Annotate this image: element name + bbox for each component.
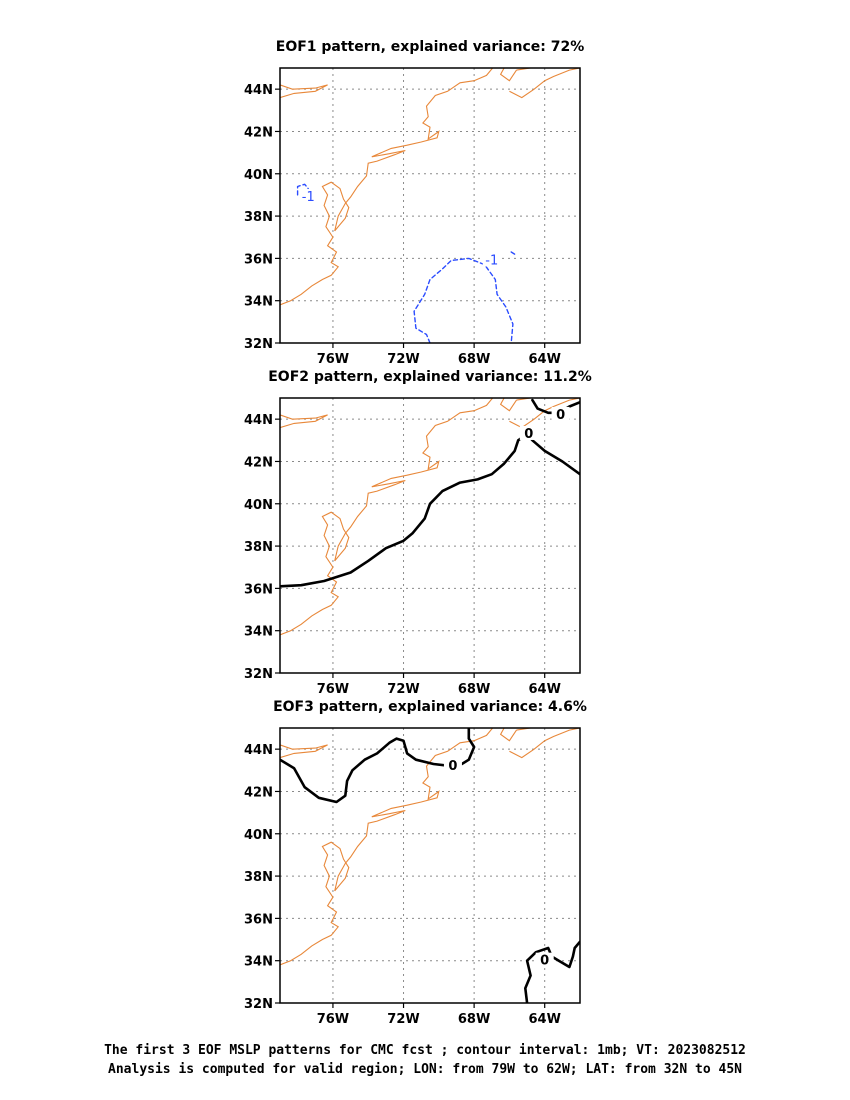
contour-line-neg-3 bbox=[510, 251, 516, 255]
contour-line-zero-1 bbox=[280, 728, 476, 804]
eof2-gridlines bbox=[280, 398, 580, 673]
contour-line-neg-2 bbox=[413, 257, 514, 343]
eof3-title: EOF3 pattern, explained variance: 4.6% bbox=[273, 699, 587, 715]
lat-tick-label: 36N bbox=[244, 582, 273, 597]
lat-tick-label: 32N bbox=[244, 667, 273, 682]
eof3-frame bbox=[279, 727, 581, 1004]
coastline-2 bbox=[280, 398, 494, 636]
lon-tick-label: 64W bbox=[528, 352, 560, 367]
coastline-3 bbox=[499, 398, 517, 412]
eof1-coastlines bbox=[280, 68, 580, 306]
eof1-frame bbox=[279, 67, 581, 344]
coastline-1 bbox=[280, 414, 328, 429]
coastline-2 bbox=[280, 728, 494, 966]
contour-label-2: 0 bbox=[556, 408, 565, 423]
contour-label-1: 0 bbox=[448, 759, 457, 774]
lat-tick-label: 40N bbox=[244, 498, 273, 513]
contour-line-neg-1 bbox=[296, 183, 309, 196]
contour-label-bg bbox=[535, 952, 554, 967]
lon-tick-label: 76W bbox=[317, 352, 349, 367]
contour-label-bg bbox=[551, 406, 570, 421]
eof3-coastlines bbox=[280, 728, 580, 966]
eof3-contours bbox=[280, 728, 580, 1003]
coastline-2 bbox=[280, 68, 494, 306]
eof1-gridlines bbox=[280, 68, 580, 343]
lat-tick-label: 32N bbox=[244, 997, 273, 1012]
figure-caption-line-1: The first 3 EOF MSLP patterns for CMC fc… bbox=[104, 1043, 746, 1058]
lat-tick-label: 40N bbox=[244, 168, 273, 183]
coastline-3 bbox=[499, 68, 517, 82]
contour-label-bg bbox=[299, 189, 318, 204]
lat-tick-label: 42N bbox=[244, 785, 273, 800]
lat-tick-label: 38N bbox=[244, 540, 273, 555]
coastline-1 bbox=[280, 744, 328, 759]
lon-tick-label: 64W bbox=[528, 1012, 560, 1027]
eof2-title: EOF2 pattern, explained variance: 11.2% bbox=[268, 369, 592, 385]
lat-tick-label: 44N bbox=[244, 83, 273, 98]
figure-caption-line-2: Analysis is computed for valid region; L… bbox=[108, 1062, 742, 1077]
lat-tick-label: 34N bbox=[244, 955, 273, 970]
contour-line-zero-2 bbox=[524, 940, 580, 1003]
lat-tick-label: 42N bbox=[244, 455, 273, 470]
lat-tick-label: 42N bbox=[244, 125, 273, 140]
coastline-5 bbox=[509, 68, 580, 99]
lat-tick-label: 40N bbox=[244, 828, 273, 843]
eof-figure: EOF1 pattern, explained variance: 72% -1 -… bbox=[244, 39, 592, 1027]
contour-label-1: -1 bbox=[302, 190, 315, 205]
coastline-5 bbox=[509, 728, 580, 759]
lat-tick-label: 34N bbox=[244, 625, 273, 640]
eof3-panel: EOF3 pattern, explained variance: 4.6% 0 0… bbox=[244, 699, 587, 1027]
eof2-panel: EOF2 pattern, explained variance: 11.2% 0… bbox=[244, 369, 592, 697]
lat-tick-label: 32N bbox=[244, 337, 273, 352]
eof1-title: EOF1 pattern, explained variance: 72% bbox=[276, 39, 584, 55]
eof2-frame bbox=[279, 397, 581, 674]
contour-label-2: 0 bbox=[540, 954, 549, 969]
contour-label-bg bbox=[443, 758, 462, 773]
lat-tick-label: 38N bbox=[244, 870, 273, 885]
lon-tick-label: 72W bbox=[387, 1012, 419, 1027]
lon-tick-label: 68W bbox=[458, 1012, 490, 1027]
coastline-1 bbox=[280, 84, 328, 99]
lat-tick-label: 36N bbox=[244, 252, 273, 267]
contour-label-2: -1 bbox=[485, 254, 498, 269]
contour-label-1: 0 bbox=[524, 427, 533, 442]
lon-tick-label: 72W bbox=[387, 682, 419, 697]
contour-label-bg bbox=[482, 252, 501, 267]
lat-tick-label: 36N bbox=[244, 912, 273, 927]
lon-tick-label: 72W bbox=[387, 352, 419, 367]
lat-tick-label: 44N bbox=[244, 743, 273, 758]
lon-tick-label: 76W bbox=[317, 682, 349, 697]
eof1-panel: EOF1 pattern, explained variance: 72% -1 -… bbox=[244, 39, 584, 367]
lon-tick-label: 64W bbox=[528, 682, 560, 697]
contour-label-bg bbox=[519, 425, 538, 440]
eof3-gridlines bbox=[280, 728, 580, 1003]
eof1-contours bbox=[296, 183, 516, 343]
lon-tick-label: 68W bbox=[458, 682, 490, 697]
lon-tick-label: 76W bbox=[317, 1012, 349, 1027]
lat-tick-label: 44N bbox=[244, 413, 273, 428]
lon-tick-label: 68W bbox=[458, 352, 490, 367]
lat-tick-label: 38N bbox=[244, 210, 273, 225]
coastline-3 bbox=[499, 728, 517, 742]
lat-tick-label: 34N bbox=[244, 295, 273, 310]
